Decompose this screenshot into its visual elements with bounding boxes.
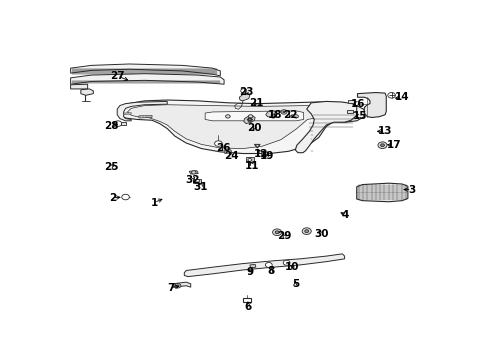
Circle shape: [275, 231, 279, 234]
Text: 30: 30: [314, 229, 328, 239]
Text: 2: 2: [108, 193, 116, 203]
Circle shape: [175, 284, 181, 288]
Polygon shape: [357, 93, 386, 117]
Text: 5: 5: [291, 279, 298, 289]
Bar: [193, 179, 201, 183]
Circle shape: [195, 179, 199, 183]
Circle shape: [265, 262, 272, 267]
Text: 21: 21: [248, 98, 263, 108]
Text: 20: 20: [246, 123, 261, 133]
Circle shape: [122, 194, 129, 200]
Polygon shape: [205, 111, 303, 121]
Text: 1: 1: [150, 198, 157, 208]
Circle shape: [293, 115, 298, 118]
Circle shape: [282, 111, 285, 113]
Polygon shape: [81, 89, 93, 95]
Text: 16: 16: [350, 99, 365, 109]
Text: 17: 17: [386, 140, 400, 150]
Circle shape: [248, 115, 252, 118]
Circle shape: [114, 121, 122, 126]
Text: 25: 25: [103, 162, 118, 172]
Text: 10: 10: [285, 262, 299, 272]
Polygon shape: [70, 84, 87, 89]
Polygon shape: [127, 105, 350, 149]
Polygon shape: [295, 102, 356, 153]
Text: 28: 28: [103, 121, 118, 131]
Circle shape: [272, 229, 281, 235]
Polygon shape: [254, 144, 260, 148]
Circle shape: [302, 228, 311, 234]
Text: 6: 6: [244, 302, 251, 311]
Circle shape: [249, 120, 251, 121]
Polygon shape: [173, 282, 190, 287]
Text: 24: 24: [224, 151, 239, 161]
Circle shape: [247, 158, 251, 161]
Circle shape: [225, 115, 230, 118]
Polygon shape: [356, 183, 407, 202]
Text: 32: 32: [185, 175, 200, 185]
Polygon shape: [139, 115, 152, 118]
Text: 18: 18: [267, 110, 282, 120]
Text: 31: 31: [193, 182, 207, 192]
Circle shape: [250, 119, 252, 120]
Polygon shape: [184, 254, 344, 276]
Polygon shape: [265, 110, 275, 117]
Text: 15: 15: [352, 111, 367, 121]
Polygon shape: [120, 100, 364, 153]
Circle shape: [247, 120, 249, 121]
Circle shape: [214, 141, 222, 146]
Polygon shape: [117, 102, 167, 121]
Circle shape: [377, 142, 386, 149]
Text: 4: 4: [341, 210, 348, 220]
Text: 19: 19: [259, 151, 273, 161]
Polygon shape: [239, 93, 249, 101]
Circle shape: [270, 115, 275, 118]
Text: 14: 14: [394, 92, 408, 102]
Circle shape: [240, 89, 246, 93]
Circle shape: [304, 230, 308, 233]
Text: 22: 22: [283, 110, 297, 120]
Text: 11: 11: [245, 161, 259, 171]
Circle shape: [247, 119, 248, 120]
Polygon shape: [189, 171, 198, 174]
Circle shape: [280, 110, 286, 114]
Circle shape: [387, 93, 395, 98]
Text: 9: 9: [246, 267, 253, 277]
Text: 13: 13: [377, 126, 391, 136]
Polygon shape: [224, 150, 231, 153]
Bar: [121, 122, 125, 125]
Text: 3: 3: [407, 185, 414, 194]
Polygon shape: [70, 74, 224, 84]
Text: 29: 29: [276, 231, 290, 241]
Text: 12: 12: [253, 149, 268, 158]
Bar: [347, 100, 354, 103]
Bar: [245, 157, 253, 162]
Polygon shape: [244, 116, 255, 123]
Circle shape: [247, 118, 249, 119]
Circle shape: [176, 285, 179, 287]
Circle shape: [380, 144, 384, 147]
Text: 27: 27: [110, 71, 124, 81]
Polygon shape: [249, 264, 255, 268]
Circle shape: [283, 260, 289, 265]
Text: 23: 23: [239, 87, 254, 97]
Circle shape: [255, 145, 259, 147]
Polygon shape: [70, 64, 220, 76]
Circle shape: [249, 118, 251, 119]
Bar: [346, 110, 353, 113]
Polygon shape: [123, 112, 131, 115]
Circle shape: [191, 171, 196, 174]
Text: 26: 26: [216, 143, 230, 153]
Text: 8: 8: [267, 266, 275, 275]
Polygon shape: [261, 152, 268, 156]
Polygon shape: [243, 298, 250, 302]
Text: 7: 7: [167, 283, 174, 293]
